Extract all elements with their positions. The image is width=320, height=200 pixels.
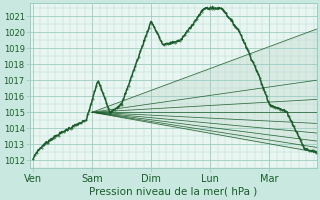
X-axis label: Pression niveau de la mer( hPa ): Pression niveau de la mer( hPa ) [89, 187, 258, 197]
